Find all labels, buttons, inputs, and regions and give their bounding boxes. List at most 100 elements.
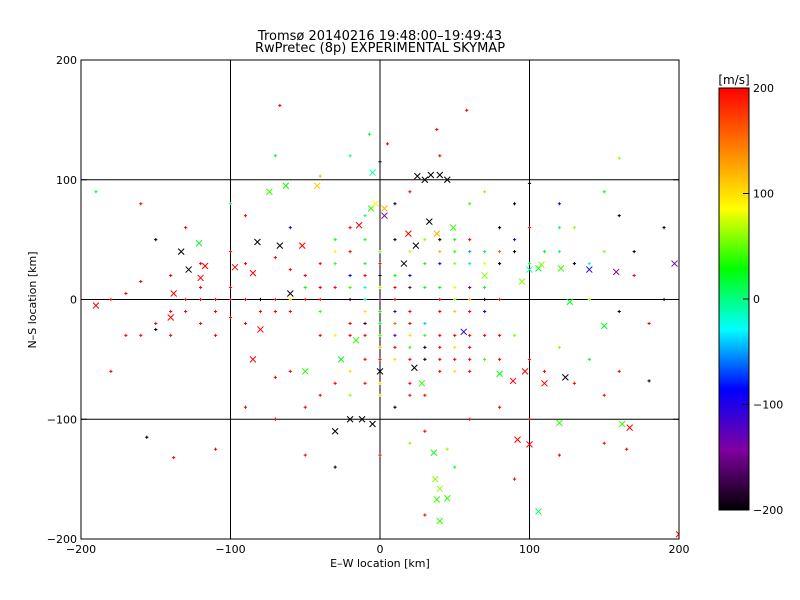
- scatter-point-plus: [647, 379, 651, 383]
- scatter-point-plus: [199, 285, 203, 290]
- scatter-point-plus: [363, 238, 367, 242]
- scatter-point-plus: [213, 297, 218, 302]
- scatter-point-plus: [662, 226, 666, 230]
- scatter-point-plus: [278, 103, 282, 108]
- scatter-point-x: [358, 415, 366, 423]
- scatter-point-plus: [273, 417, 277, 421]
- scatter-point-plus: [438, 369, 442, 373]
- scatter-point-plus: [393, 309, 397, 314]
- colorbar-tick-label: −100: [753, 399, 783, 412]
- scatter-point-plus: [378, 381, 382, 385]
- scatter-point-plus: [273, 297, 277, 302]
- x-tick-label: −100: [215, 543, 245, 556]
- scatter-point-plus: [512, 238, 517, 242]
- scatter-point-plus: [303, 405, 307, 409]
- scatter-point-plus: [243, 321, 248, 326]
- scatter-point-plus: [453, 357, 457, 361]
- scatter-point-x: [372, 200, 379, 208]
- scatter-point-plus: [303, 453, 307, 457]
- scatter-point-plus: [154, 321, 158, 326]
- scatter-point-plus: [527, 226, 532, 230]
- scatter-point-plus: [378, 160, 382, 164]
- scatter-point-x: [249, 356, 257, 363]
- scatter-point-x: [600, 322, 608, 330]
- scatter-point-plus: [363, 309, 367, 314]
- scatter-point-plus: [393, 321, 397, 326]
- scatter-point-plus: [378, 273, 382, 278]
- scatter-point-plus: [378, 393, 382, 397]
- scatter-point-plus: [318, 393, 322, 397]
- scatter-point-plus: [468, 309, 472, 314]
- scatter-point-plus: [199, 297, 203, 302]
- scatter-point-x: [436, 485, 444, 493]
- scatter-point-plus: [393, 297, 397, 302]
- scatter-point-plus: [438, 309, 442, 314]
- scatter-point-plus: [348, 273, 352, 278]
- scatter-point-plus: [363, 214, 367, 218]
- scatter-point-plus: [498, 405, 502, 409]
- scatter-point-x: [436, 517, 444, 525]
- scatter-point-plus: [573, 573, 576, 576]
- scatter-point-x: [331, 427, 339, 435]
- scatter-point-plus: [438, 154, 442, 158]
- scatter-point-plus: [94, 190, 98, 194]
- scatter-point-plus: [393, 405, 397, 409]
- scatter-point-x: [301, 367, 309, 375]
- scatter-point-plus: [228, 315, 233, 320]
- scatter-point-plus: [393, 333, 397, 338]
- scatter-point-plus: [258, 309, 262, 314]
- scatter-point-x: [177, 248, 185, 255]
- scatter-point-plus: [348, 285, 352, 290]
- scatter-point-plus: [423, 345, 427, 349]
- scatter-point-plus: [468, 333, 472, 338]
- scatter-point-x: [355, 221, 363, 229]
- scatter-point-plus: [243, 261, 248, 266]
- scatter-point-plus: [602, 441, 606, 445]
- scatter-point-plus: [109, 297, 113, 302]
- scatter-point-plus: [145, 435, 149, 439]
- y-tick-label: 200: [56, 54, 77, 67]
- scatter-point-x: [481, 272, 489, 279]
- x-tick-label: 200: [669, 543, 690, 556]
- scatter-point-plus: [124, 291, 128, 296]
- scatter-point-plus: [363, 285, 367, 290]
- scatter-point-plus: [273, 154, 277, 158]
- x-axis-label: E–W location [km]: [330, 557, 430, 570]
- scatter-point-plus: [542, 369, 547, 373]
- scatter-point-plus: [408, 345, 412, 349]
- colorbar-tick-label: 0: [753, 293, 760, 306]
- scatter-point-plus: [498, 226, 502, 230]
- scatter-point-plus: [378, 297, 382, 302]
- scatter-point-plus: [423, 393, 427, 397]
- scatter-point-plus: [348, 321, 352, 326]
- scatter-point-x: [414, 172, 421, 180]
- scatter-point-plus: [587, 261, 591, 266]
- scatter-point-x: [538, 261, 545, 269]
- scatter-point-plus: [169, 333, 173, 338]
- scatter-point-plus: [438, 345, 442, 349]
- scatter-point-plus: [572, 261, 576, 266]
- colorbar-label: [m/s]: [718, 73, 749, 87]
- scatter-point-plus: [393, 345, 397, 349]
- scatter-point-plus: [318, 333, 322, 338]
- scatter-point-plus: [139, 202, 143, 206]
- scatter-point-plus: [512, 202, 517, 206]
- scatter-point-x: [436, 171, 444, 179]
- scatter-point-plus: [348, 250, 352, 254]
- scatter-point-plus: [228, 202, 233, 206]
- scatter-point-plus: [228, 285, 233, 290]
- scatter-point-plus: [557, 453, 561, 457]
- scatter-point-plus: [378, 357, 382, 361]
- scatter-point-x: [562, 373, 569, 381]
- scatter-point-x: [514, 436, 521, 443]
- axes: −200 −100 0 100 200 −200 −100 0 100 200: [47, 54, 690, 556]
- scatter-point-plus: [423, 285, 427, 290]
- chart-title: Tromsø 20140216 19:48:00–19:49:43: [257, 29, 502, 44]
- scatter-point-plus: [378, 453, 382, 457]
- scatter-point-x: [557, 265, 565, 272]
- scatter-point-x: [257, 326, 264, 333]
- scatter-point-x: [618, 420, 626, 428]
- scatter-point-plus: [348, 297, 352, 302]
- scatter-point-plus: [408, 441, 412, 445]
- scatter-point-plus: [423, 321, 427, 326]
